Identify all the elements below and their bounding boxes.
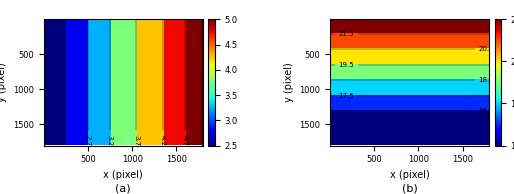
Text: 20.5: 20.5: [479, 46, 494, 52]
X-axis label: x (pixel): x (pixel): [390, 170, 429, 180]
Text: 4.75: 4.75: [199, 51, 206, 67]
Text: 4.75: 4.75: [182, 135, 188, 151]
Text: (a): (a): [116, 183, 131, 193]
Text: 3.25: 3.25: [199, 14, 206, 30]
Y-axis label: y (pixel): y (pixel): [284, 63, 293, 102]
Text: 3.75: 3.75: [199, 125, 206, 140]
Text: 4.25: 4.25: [199, 104, 206, 119]
Text: 2.75: 2.75: [85, 135, 90, 151]
Text: 3.25: 3.25: [107, 135, 113, 151]
Text: 21.5: 21.5: [339, 31, 354, 37]
Text: 17.5: 17.5: [339, 93, 354, 99]
Text: 3.75: 3.75: [134, 135, 139, 151]
Y-axis label: y (pixel): y (pixel): [0, 63, 7, 102]
Text: 16.5: 16.5: [478, 108, 494, 114]
Text: (b): (b): [401, 183, 417, 193]
Text: 18.5: 18.5: [478, 77, 494, 83]
X-axis label: x (pixel): x (pixel): [103, 170, 143, 180]
Text: 2.75: 2.75: [199, 72, 206, 87]
Text: 4.25: 4.25: [160, 135, 166, 151]
Text: 19.5: 19.5: [339, 62, 354, 68]
